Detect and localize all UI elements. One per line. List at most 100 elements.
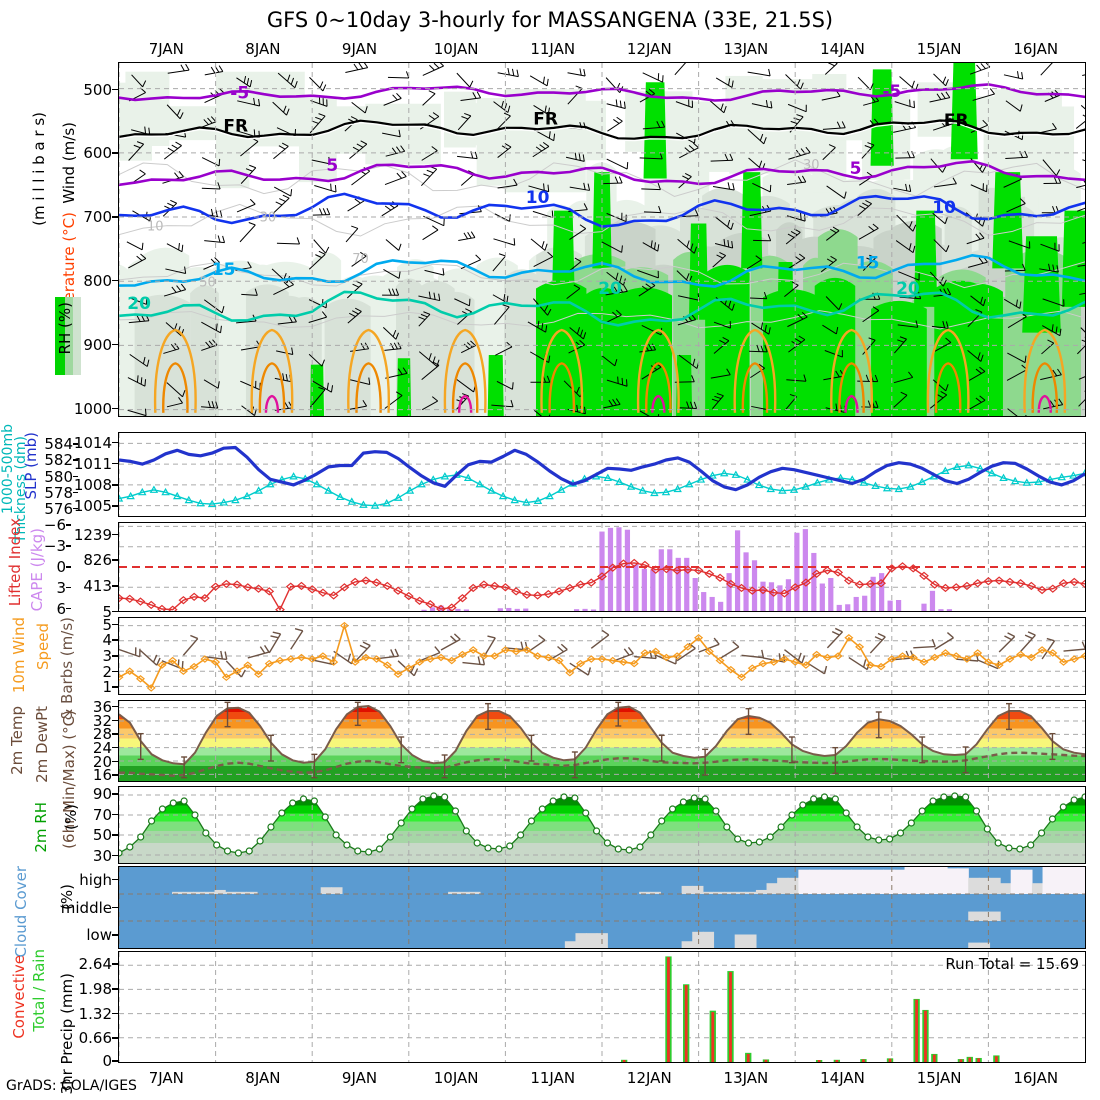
contour-label: 10 bbox=[526, 188, 550, 208]
precip-panel: Run Total = 15.69 bbox=[118, 951, 1086, 1063]
axis-title: 10m Wind bbox=[10, 617, 28, 694]
page-title: GFS 0~10day 3-hourly for MASSANGENA (33E… bbox=[266, 8, 834, 32]
axis-tick-label: 1011 bbox=[73, 454, 112, 473]
axis-title: (m i l l i b a r s) bbox=[30, 112, 48, 226]
axis-tick-mark bbox=[112, 343, 118, 346]
axis-tick-mark bbox=[112, 533, 118, 536]
axis-tick-mark bbox=[112, 505, 118, 507]
top-date-label: 13JAN bbox=[723, 40, 769, 58]
top-date-label: 10JAN bbox=[433, 40, 479, 58]
axis-tick-mark bbox=[73, 443, 78, 445]
contour-label: 20 bbox=[598, 279, 622, 299]
axis-tick-label: 30 bbox=[92, 846, 112, 865]
axis-tick-mark bbox=[112, 963, 118, 965]
cloud-cover-panel bbox=[118, 866, 1086, 949]
bottom-date-label: 11JAN bbox=[530, 1069, 576, 1087]
bottom-date-label: 10JAN bbox=[433, 1069, 479, 1087]
top-date-label: 15JAN bbox=[916, 40, 962, 58]
axis-tick-label: high bbox=[79, 870, 112, 889]
axis-tick-label: 826 bbox=[83, 551, 112, 570]
top-date-label: 14JAN bbox=[820, 40, 865, 58]
contour-label: -5 bbox=[882, 82, 901, 102]
temp2m-panel bbox=[118, 700, 1086, 782]
axis-tick-label: 6 bbox=[56, 599, 66, 618]
axis-title: Cloud Cover bbox=[12, 866, 30, 958]
axis-tick-label: 1.98 bbox=[78, 980, 112, 999]
grads-credit: GrADS: COLA/IGES bbox=[6, 1078, 137, 1094]
contour-label: 70 bbox=[352, 252, 369, 267]
axis-tick-mark bbox=[112, 878, 118, 881]
axis-tick-mark bbox=[73, 475, 78, 478]
axis-tick-label: 1000 bbox=[73, 399, 112, 418]
bottom-date-label: 14JAN bbox=[820, 1069, 865, 1087]
axis-tick-label: 1008 bbox=[73, 476, 112, 495]
axis-tick-label: 32 bbox=[92, 711, 112, 730]
contour-label: 10 bbox=[932, 198, 956, 218]
axis-tick-label: 800 bbox=[83, 271, 112, 290]
axis-tick-mark bbox=[112, 934, 118, 936]
axis-tick-label: 5 bbox=[102, 602, 112, 621]
axis-tick-label: 28 bbox=[92, 725, 112, 744]
contour-label: 10 bbox=[147, 220, 164, 235]
axis-tick-label: 1 bbox=[102, 678, 112, 697]
axis-tick-mark bbox=[73, 507, 78, 510]
axis-tick-label: 90 bbox=[92, 785, 112, 804]
axis-tick-label: 582 bbox=[44, 451, 73, 470]
axis-tick-label: 413 bbox=[83, 577, 112, 596]
rh2m-panel bbox=[118, 786, 1086, 864]
contour-label: 30 bbox=[803, 158, 820, 173]
axis-tick-mark bbox=[112, 686, 118, 688]
axis-tick-mark bbox=[112, 719, 118, 721]
bottom-date-label: 8JAN bbox=[245, 1069, 281, 1087]
axis-tick-mark bbox=[112, 813, 118, 816]
axis-tick-label: 900 bbox=[83, 335, 112, 354]
contour-label: 30 bbox=[260, 211, 277, 226]
axis-tick-label: 0 bbox=[56, 558, 66, 576]
top-date-label: 11JAN bbox=[530, 40, 576, 58]
axis-tick-label: 700 bbox=[83, 208, 112, 227]
axis-tick-mark bbox=[112, 484, 118, 486]
axis-tick-mark bbox=[73, 459, 78, 461]
wind10m-panel bbox=[118, 617, 1086, 695]
axis-title: RH (%) bbox=[56, 302, 74, 355]
bottom-date-label: 9JAN bbox=[341, 1069, 378, 1087]
axis-tick-label: 4 bbox=[102, 631, 112, 650]
axis-tick-label: 1005 bbox=[73, 497, 112, 516]
axis-title: Speed bbox=[34, 623, 52, 671]
temp2m-panel-y-axis: 36 32 28 24 20 16 (6hr Min/Max) (°C) 2m DewPt 2m… bbox=[0, 698, 118, 849]
contour-label: FR bbox=[533, 110, 558, 130]
axis-title: Total / Rain bbox=[30, 949, 48, 1032]
axis-title: 2m RH bbox=[32, 802, 50, 853]
contour-label: 15 bbox=[212, 260, 236, 280]
axis-tick-mark bbox=[112, 1060, 118, 1062]
axis-tick-label: 5 bbox=[102, 615, 112, 634]
axis-tick-mark bbox=[112, 854, 118, 857]
axis-tick-mark bbox=[112, 639, 118, 641]
axis-tick-mark bbox=[112, 746, 118, 749]
axis-tick-mark bbox=[112, 216, 118, 218]
bottom-date-label: 12JAN bbox=[626, 1069, 672, 1087]
top-date-label: 7JAN bbox=[148, 40, 184, 58]
precip-panel-y-axis: 2.64 1.98 1.32 0.66 0 3hr Precip (mm) Total / … bbox=[0, 949, 118, 1094]
axis-tick-label: 3 bbox=[56, 578, 66, 597]
rh-legend-swatch bbox=[55, 297, 81, 375]
axis-tick-label: 578 bbox=[44, 483, 73, 502]
contour-label: 20 bbox=[127, 294, 151, 314]
axis-tick-label: low bbox=[86, 926, 112, 945]
bottom-date-label: 16JAN bbox=[1013, 1069, 1059, 1087]
run-total-label: Run Total = 15.69 bbox=[945, 955, 1079, 973]
axis-tick-mark bbox=[112, 610, 118, 613]
axis-title: (%) bbox=[62, 804, 80, 830]
top-date-label: 12JAN bbox=[626, 40, 672, 58]
axis-tick-label: 1.32 bbox=[78, 1004, 112, 1023]
axis-title: 2m Temp bbox=[8, 706, 26, 775]
axis-title: (%) bbox=[58, 884, 76, 910]
axis-tick-mark bbox=[112, 733, 118, 735]
axis-tick-label: −3 bbox=[43, 537, 66, 556]
contour-label: 5 bbox=[850, 159, 862, 179]
top-date-label: 16JAN bbox=[1013, 40, 1059, 58]
axis-tick-label: 2 bbox=[102, 662, 112, 681]
slp-panel-y-axis: 1014 1011 1008 1005 584 582 580 578 576 SLP (mb) 1… bbox=[0, 424, 118, 543]
axis-tick-label: 50 bbox=[92, 826, 112, 845]
axis-tick-label: middle bbox=[60, 898, 112, 917]
